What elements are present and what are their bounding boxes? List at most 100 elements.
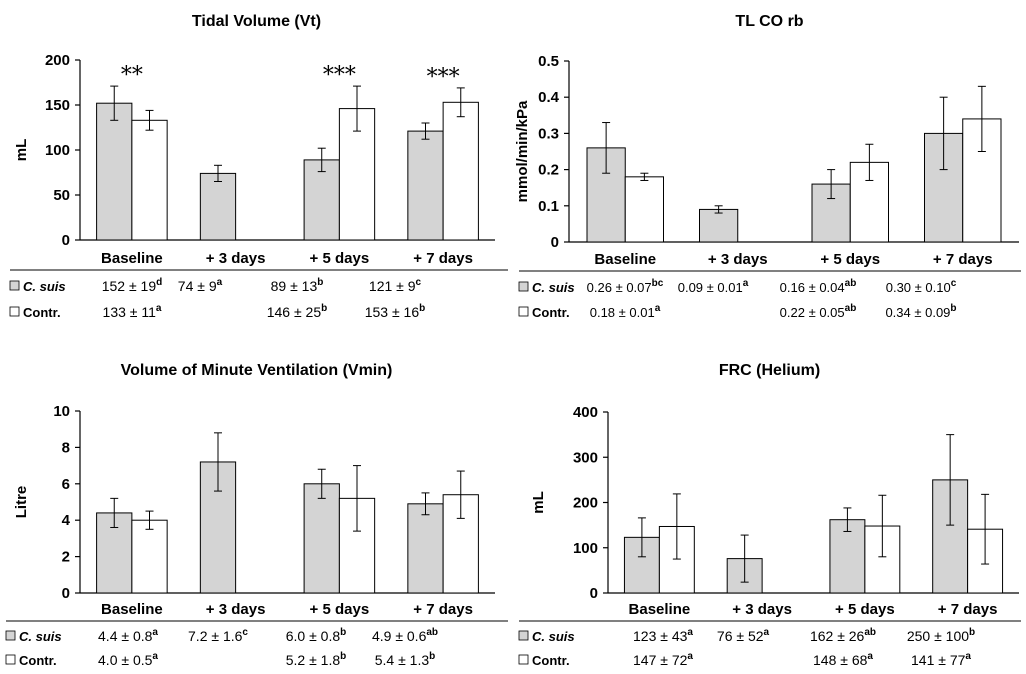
chart-title: TL CO rb	[735, 13, 803, 30]
bar-contr	[624, 176, 664, 243]
table-cell-superscript: c	[951, 278, 957, 289]
bar-contr	[131, 519, 168, 594]
table-cell: 0.26 ± 0.07bc	[587, 278, 664, 295]
bar-c-suis	[407, 130, 444, 241]
table-cell: 6.0 ± 0.8b	[286, 627, 347, 644]
legend-swatch-contr	[5, 654, 16, 665]
table-cell-value: 89 ± 13	[271, 278, 318, 294]
bar-c-suis	[303, 483, 340, 594]
table-cell-superscript: a	[152, 651, 158, 662]
table-cell-value: 74 ± 9	[178, 278, 217, 294]
x-category-label: Baseline	[629, 601, 691, 618]
table-cell: 74 ± 9a	[178, 277, 223, 294]
x-category-label: Baseline	[101, 601, 163, 618]
table-cell-superscript: d	[156, 277, 162, 288]
y-tick-label: 8	[62, 439, 70, 456]
table-cell: 0.16 ± 0.04ab	[780, 278, 857, 295]
y-tick-label: 0	[62, 585, 70, 602]
y-tick-label: 150	[45, 97, 70, 114]
table-cell: 0.09 ± 0.01a	[678, 278, 749, 295]
table-cell-value: 0.18 ± 0.01	[590, 305, 655, 320]
table-cell: 121 ± 9c	[369, 277, 422, 294]
y-tick-label: 0	[62, 232, 70, 249]
table-cell-superscript: b	[419, 303, 425, 314]
table-cell-value: 4.4 ± 0.8	[98, 628, 153, 644]
y-tick-label: 0	[551, 234, 559, 251]
table-cell: 0.30 ± 0.10c	[886, 278, 957, 295]
table-cell: 141 ± 77a	[911, 651, 971, 668]
table-cell-superscript: ab	[845, 278, 857, 289]
table-cell: 250 ± 100b	[907, 627, 975, 644]
table-cell-value: 147 ± 72	[633, 652, 688, 668]
legend-swatch-contr	[9, 306, 20, 317]
table-cell: 4.4 ± 0.8a	[98, 627, 158, 644]
bar-c-suis	[407, 503, 444, 594]
table-cell: 0.18 ± 0.01a	[590, 303, 661, 320]
legend-swatch-contr	[518, 306, 529, 317]
bar-contr	[131, 119, 168, 241]
table-cell-value: 4.9 ± 0.6	[372, 628, 427, 644]
table-cell-superscript: a	[867, 651, 873, 662]
table-cell: 4.0 ± 0.5a	[98, 651, 158, 668]
chart-svg-frc-helium: FRC (Helium) mL 0 100 200 300 400 Baseline + 3 d…	[518, 362, 1021, 668]
y-tick-label: 10	[53, 403, 70, 420]
bar-c-suis	[699, 208, 739, 243]
table-cell-superscript: a	[764, 627, 770, 638]
table-row-label-c-suis: C. suis	[19, 629, 62, 644]
table-cell: 123 ± 43a	[633, 627, 693, 644]
legend-swatch-c-suis	[518, 281, 529, 292]
chart-title: FRC (Helium)	[719, 362, 820, 379]
legend-swatch-c-suis	[9, 280, 20, 291]
y-axis-label: Litre	[13, 486, 30, 519]
table-cell-superscript: b	[969, 627, 975, 638]
table-cell: 152 ± 19d	[102, 277, 163, 294]
table-cell-value: 0.26 ± 0.07	[587, 280, 652, 295]
chart-panel-frc-helium: FRC (Helium) mL 0 100 200 300 400 Baseline + 3 d…	[513, 337, 1026, 674]
y-tick-label: 100	[45, 142, 70, 159]
table-cell-superscript: a	[687, 651, 693, 662]
y-tick-label: 0	[590, 585, 598, 602]
y-tick-label: 100	[573, 540, 598, 557]
chart-svg-tidal-volume: Tidal Volume (Vt) mL 0 50 100 150 200 Baseline *…	[9, 13, 508, 320]
table-cell-superscript: a	[687, 627, 693, 638]
significance-marker: ***	[323, 63, 356, 88]
table-cell-value: 4.0 ± 0.5	[98, 652, 153, 668]
table-cell-superscript: b	[340, 651, 346, 662]
table-cell-value: 76 ± 52	[717, 628, 764, 644]
table-cell-value: 0.22 ± 0.05	[780, 305, 845, 320]
table-cell-superscript: a	[217, 277, 223, 288]
table-cell-value: 133 ± 11	[103, 304, 157, 320]
table-cell-value: 6.0 ± 0.8	[286, 628, 341, 644]
table-cell: 7.2 ± 1.6c	[188, 627, 248, 644]
x-category-label: + 3 days	[732, 601, 792, 618]
y-tick-label: 2	[62, 549, 70, 566]
table-row-label-contr: Contr.	[19, 653, 57, 668]
chart-panel-tl-co-rb: TL CO rb mmol/min/kPa 0 0.1 0.2 0.3 0.4 0.5 Base…	[513, 0, 1026, 337]
significance-marker: **	[121, 63, 143, 88]
table-cell-value: 121 ± 9	[369, 278, 416, 294]
y-tick-label: 400	[573, 404, 598, 421]
table-cell-superscript: ab	[426, 627, 438, 638]
table-row-label-c-suis: C. suis	[532, 280, 575, 295]
table-cell-superscript: a	[152, 627, 158, 638]
legend-swatch-c-suis	[518, 630, 529, 641]
x-category-label: + 5 days	[310, 601, 370, 618]
y-tick-label: 50	[53, 187, 70, 204]
table-cell: 0.34 ± 0.09b	[885, 303, 956, 320]
legend-swatch-contr	[518, 654, 529, 665]
y-tick-label: 0.5	[538, 53, 559, 70]
table-cell: 4.9 ± 0.6ab	[372, 627, 438, 644]
table-cell: 5.4 ± 1.3b	[375, 651, 436, 668]
table-row-label-c-suis: C. suis	[532, 629, 575, 644]
table-cell: 5.2 ± 1.8b	[286, 651, 347, 668]
x-category-label: Baseline	[101, 250, 163, 267]
table-cell-superscript: b	[321, 303, 327, 314]
table-cell-value: 5.2 ± 1.8	[286, 652, 341, 668]
table-row-label-contr: Contr.	[23, 305, 61, 320]
table-cell-value: 0.16 ± 0.04	[780, 280, 845, 295]
table-cell-value: 250 ± 100	[907, 628, 969, 644]
x-category-label: Baseline	[594, 251, 656, 268]
table-cell: 162 ± 26ab	[810, 627, 876, 644]
table-cell-value: 141 ± 77	[911, 652, 966, 668]
table-cell-value: 5.4 ± 1.3	[375, 652, 430, 668]
